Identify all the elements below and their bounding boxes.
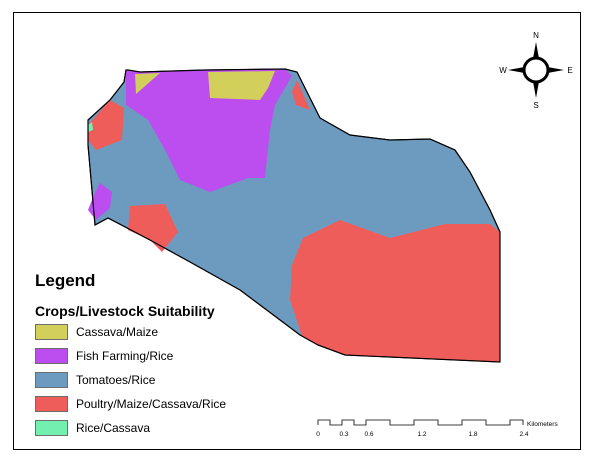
legend-swatch <box>35 348 68 364</box>
zone-cassava-maize-1 <box>208 71 275 100</box>
compass-north-label: N <box>533 31 539 40</box>
legend-label: Fish Farming/Rice <box>76 349 174 363</box>
scale-unit-label: Kilometers <box>527 421 558 428</box>
scale-tick-5: 2.4 <box>519 431 528 438</box>
legend-label: Tomatoes/Rice <box>76 373 156 387</box>
legend-subtitle: Crops/Livestock Suitability <box>35 303 215 319</box>
scale-tick-4: 1.8 <box>468 431 477 438</box>
map-outline <box>87 68 501 363</box>
zone-poultry-mix-east <box>290 220 500 362</box>
scale-tick-1: 0.3 <box>339 431 348 438</box>
legend-label: Cassava/Maize <box>76 325 159 339</box>
scale-tick-0: 0 <box>316 431 320 438</box>
compass-west-label: W <box>499 66 507 75</box>
zone-poultry-mix-center <box>128 204 178 252</box>
scale-tick-2: 0.6 <box>364 431 373 438</box>
compass-rose: N S E W <box>499 31 572 110</box>
zone-rice-cassava <box>88 122 93 132</box>
legend-swatch <box>35 324 68 340</box>
zone-fish-farming-rice <box>126 69 292 192</box>
scale-tick-3: 1.2 <box>417 431 426 438</box>
legend-title: Legend <box>35 271 96 290</box>
legend-swatch <box>35 372 68 388</box>
zone-poultry-mix-west <box>88 100 124 150</box>
legend-swatch <box>35 420 68 436</box>
zone-cassava-maize-2 <box>135 73 160 94</box>
legend-label: Rice/Cassava <box>76 421 151 435</box>
legend-label: Poultry/Maize/Cassava/Rice <box>76 397 227 411</box>
compass-east-label: E <box>567 66 572 75</box>
compass-south-label: S <box>533 101 538 110</box>
legend-swatch <box>35 396 68 412</box>
scale-bar: Kilometers 0 0.3 0.6 1.2 1.8 2.4 <box>316 419 558 438</box>
zone-poultry-mix-north <box>292 80 310 110</box>
